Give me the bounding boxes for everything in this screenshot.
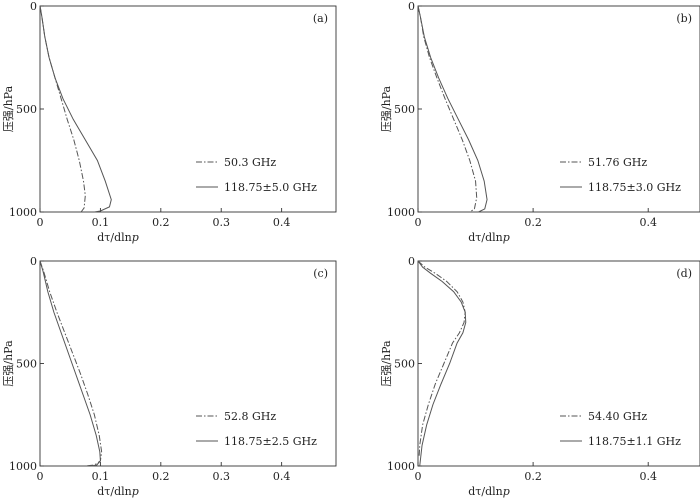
series-line-2 [39, 5, 112, 213]
x-tick-label: 0.2 [524, 470, 542, 483]
y-tick-label: 0 [408, 0, 415, 13]
legend-label: 50.3 GHz [224, 156, 276, 169]
y-tick-label: 500 [16, 103, 37, 116]
x-tick-label: 0.2 [152, 470, 170, 483]
panel-label: (d) [676, 267, 692, 280]
y-axis-label: 压强/hPa [2, 340, 15, 387]
legend-label: 118.75±1.1 GHz [588, 435, 681, 448]
legend-label: 52.8 GHz [224, 410, 276, 423]
series-line-1 [417, 5, 478, 213]
x-tick-label: 0.3 [212, 470, 230, 483]
x-tick-label: 0.4 [639, 216, 657, 229]
panel-label: (a) [313, 12, 328, 25]
y-tick-label: 1000 [387, 460, 415, 473]
x-tick-label: 0.4 [273, 470, 291, 483]
y-tick-label: 500 [16, 358, 37, 371]
x-tick-label: 0 [415, 470, 422, 483]
x-axis-label: dτ/dlnp [97, 231, 139, 244]
y-tick-label: 1000 [9, 460, 37, 473]
x-axis-label: dτ/dlnp [468, 231, 510, 244]
series-line-1 [39, 260, 103, 467]
x-tick-label: 0.2 [152, 216, 170, 229]
series-line-2 [417, 260, 467, 467]
x-tick-label: 0.4 [273, 216, 291, 229]
legend-label: 54.40 GHz [588, 410, 647, 423]
series-line-2 [417, 5, 488, 213]
x-tick-label: 0.4 [639, 470, 657, 483]
x-tick-label: 0.1 [92, 216, 110, 229]
x-axis-label: dτ/dlnp [97, 485, 139, 498]
chart-panel-1: 0 0.1 0.2 0.3 0.4 0 500 1000 (a) dτ/dlnp 压强/hPa 50.… [2, 0, 337, 244]
y-tick-label: 500 [394, 103, 415, 116]
series-line-2 [39, 260, 101, 467]
series-line-1 [417, 260, 466, 456]
panel-label: (c) [313, 267, 328, 280]
y-tick-label: 0 [30, 0, 37, 13]
panel-label: (b) [676, 12, 692, 25]
x-tick-label: 0.1 [92, 470, 110, 483]
x-tick-label: 0 [37, 216, 44, 229]
y-tick-label: 0 [408, 255, 415, 268]
legend-label: 118.75±3.0 GHz [588, 181, 681, 194]
chart-panel-3: 0 0.1 0.2 0.3 0.4 0 500 1000 (c) dτ/dlnp 压强/hPa 52.… [2, 255, 337, 498]
x-tick-label: 0 [415, 216, 422, 229]
y-tick-label: 1000 [387, 206, 415, 219]
y-tick-label: 500 [394, 358, 415, 371]
y-tick-label: 1000 [9, 206, 37, 219]
legend-label: 118.75±2.5 GHz [224, 435, 317, 448]
y-axis-label: 压强/hPa [2, 85, 15, 132]
x-axis-label: dτ/dlnp [468, 485, 510, 498]
legend-label: 118.75±5.0 GHz [224, 181, 317, 194]
series-line-1 [39, 5, 86, 213]
y-tick-label: 0 [30, 255, 37, 268]
chart-panel-4: 0 0.2 0.4 0 500 1000 (d) dτ/dlnp 压强/hPa 54.40 GHz… [380, 255, 700, 498]
legend-label: 51.76 GHz [588, 156, 647, 169]
x-tick-label: 0 [37, 470, 44, 483]
y-axis-label: 压强/hPa [380, 85, 393, 132]
y-axis-label: 压强/hPa [380, 340, 393, 387]
x-tick-label: 0.3 [212, 216, 230, 229]
chart-panel-2: 0 0.2 0.4 0 500 1000 (b) dτ/dlnp 压强/hPa 51.76 GHz… [380, 0, 700, 244]
x-tick-label: 0.2 [524, 216, 542, 229]
